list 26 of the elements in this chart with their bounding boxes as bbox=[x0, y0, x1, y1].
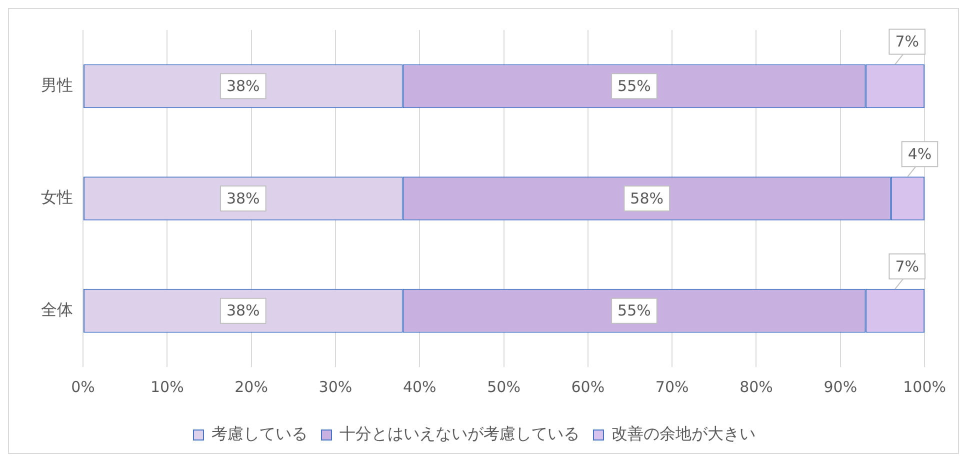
x-tick-label: 100% bbox=[903, 378, 946, 396]
data-label: 7% bbox=[895, 32, 919, 51]
x-tick-label: 30% bbox=[318, 378, 352, 396]
x-tick-label: 40% bbox=[402, 378, 436, 396]
data-label: 55% bbox=[618, 302, 651, 320]
data-label: 38% bbox=[226, 77, 260, 96]
y-tick-label: 女性 bbox=[41, 188, 73, 207]
y-tick-label: 男性 bbox=[41, 75, 73, 94]
data-label: 4% bbox=[908, 144, 932, 163]
x-tick-label: 20% bbox=[234, 378, 268, 396]
legend-label: 十分とはいえないが考慮している bbox=[340, 424, 580, 444]
x-tick-label: 60% bbox=[571, 378, 605, 396]
data-label: 55% bbox=[618, 77, 651, 96]
y-tick-label: 全体 bbox=[41, 300, 73, 319]
x-tick-label: 50% bbox=[487, 378, 520, 396]
data-label: 58% bbox=[630, 189, 664, 208]
x-tick-label: 10% bbox=[150, 378, 184, 396]
x-tick-label: 70% bbox=[655, 378, 689, 396]
data-label: 7% bbox=[895, 257, 919, 276]
x-tick-label: 0% bbox=[71, 378, 95, 396]
legend-label: 改善の余地が大きい bbox=[612, 424, 756, 444]
legend-label: 考慮している bbox=[212, 424, 308, 444]
x-tick-label: 90% bbox=[824, 378, 858, 396]
data-label: 38% bbox=[226, 189, 260, 208]
data-label: 38% bbox=[226, 302, 260, 320]
x-tick-label: 80% bbox=[740, 378, 773, 396]
